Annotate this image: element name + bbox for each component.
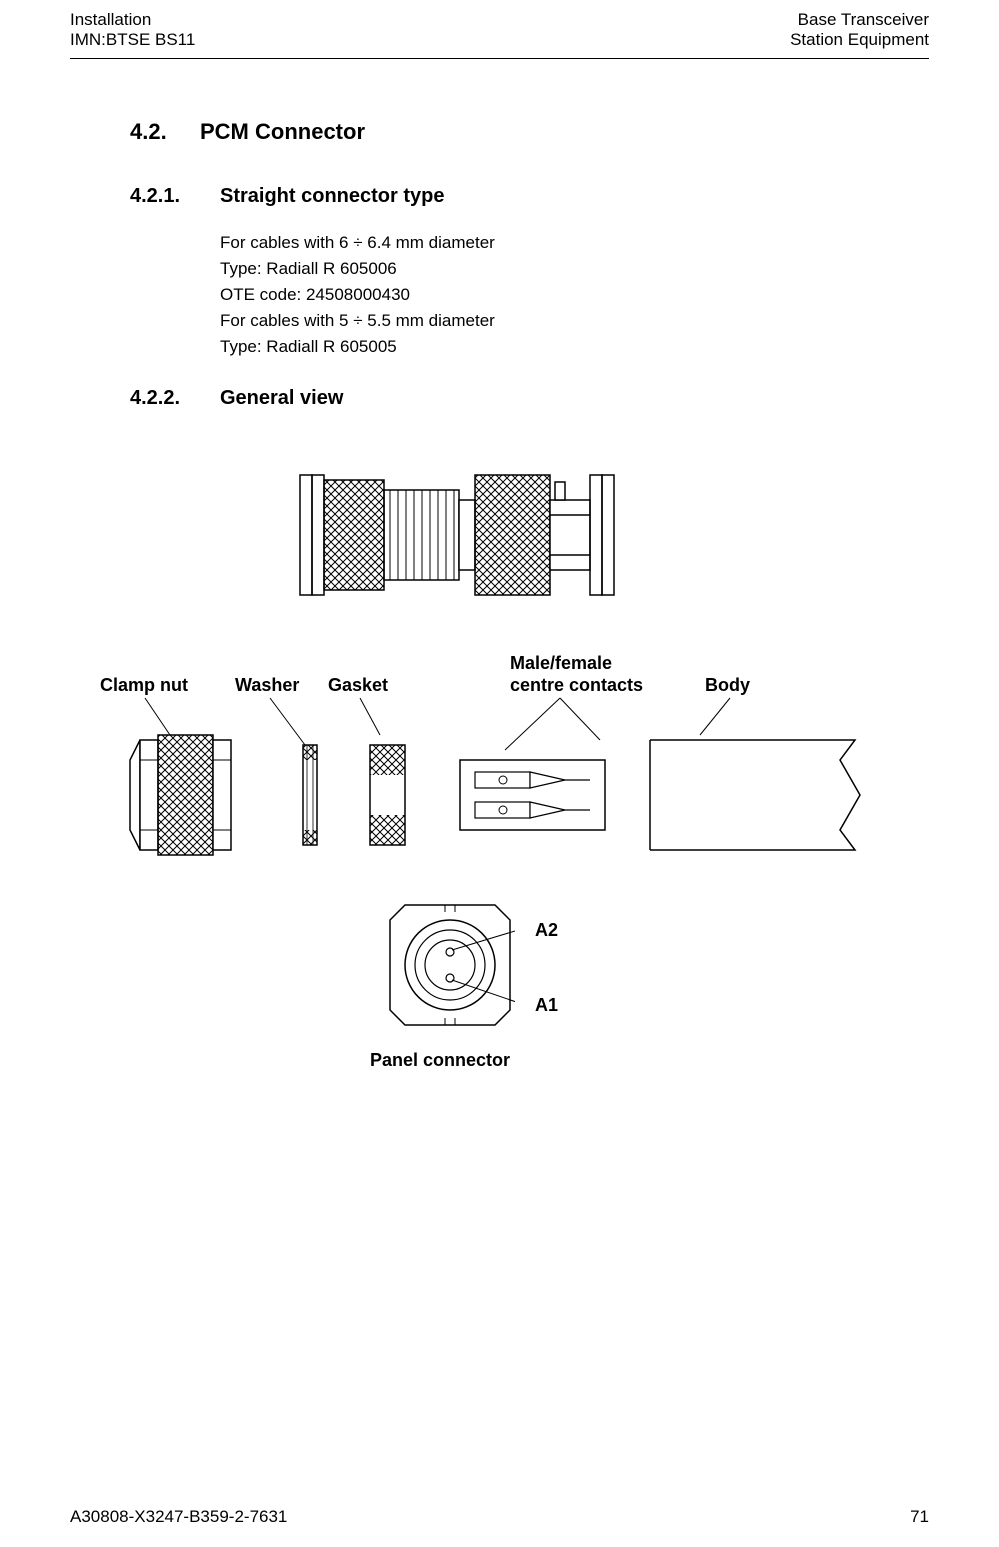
a2-label: A2 xyxy=(535,920,558,941)
page-footer: A30808-X3247-B359-2-7631 71 xyxy=(70,1507,929,1527)
header-left: Installation IMN:BTSE BS11 xyxy=(70,10,195,50)
para-line: For cables with 6 ÷ 6.4 mm diameter xyxy=(220,233,929,253)
para-line: OTE code: 24508000430 xyxy=(220,285,929,305)
page-header: Installation IMN:BTSE BS11 Base Transcei… xyxy=(0,0,999,58)
clamp-nut-diagram xyxy=(125,730,245,860)
header-right-line1: Base Transceiver xyxy=(790,10,929,30)
subsection-2-heading: 4.2.2. General view xyxy=(130,387,929,410)
subsection-1-number: 4.2.1. xyxy=(130,185,220,208)
para-line: Type: Radiall R 605006 xyxy=(220,259,929,279)
header-left-line1: Installation xyxy=(70,10,195,30)
diagram-area: Clamp nut Washer Gasket Male/female cent… xyxy=(70,440,929,1140)
contacts-label-line1: Male/female xyxy=(510,653,612,673)
subsection-1-title: Straight connector type xyxy=(220,185,444,208)
contacts-diagram xyxy=(455,750,615,840)
para-line: Type: Radiall R 605005 xyxy=(220,337,929,357)
section-heading: 4.2. PCM Connector xyxy=(130,119,929,145)
panel-connector-label: Panel connector xyxy=(370,1050,510,1071)
subsection-1-heading: 4.2.1. Straight connector type xyxy=(130,185,929,208)
a1-label: A1 xyxy=(535,995,558,1016)
header-right: Base Transceiver Station Equipment xyxy=(790,10,929,50)
subsection-2-title: General view xyxy=(220,387,343,410)
subsection-2-number: 4.2.2. xyxy=(130,387,220,410)
body-diagram xyxy=(645,730,875,860)
assembled-connector-diagram xyxy=(295,450,655,620)
footer-page-number: 71 xyxy=(910,1507,929,1527)
washer-diagram xyxy=(295,740,325,850)
header-left-line2: IMN:BTSE BS11 xyxy=(70,30,195,50)
panel-connector-diagram xyxy=(385,900,515,1030)
content-area: 4.2. PCM Connector 4.2.1. Straight conne… xyxy=(0,59,999,1140)
subsection-1-body: For cables with 6 ÷ 6.4 mm diameter Type… xyxy=(220,233,929,357)
para-line: For cables with 5 ÷ 5.5 mm diameter xyxy=(220,311,929,331)
header-right-line2: Station Equipment xyxy=(790,30,929,50)
section-title: PCM Connector xyxy=(200,119,365,145)
gasket-diagram xyxy=(360,740,415,850)
section-number: 4.2. xyxy=(130,119,200,145)
footer-doc-number: A30808-X3247-B359-2-7631 xyxy=(70,1507,287,1527)
